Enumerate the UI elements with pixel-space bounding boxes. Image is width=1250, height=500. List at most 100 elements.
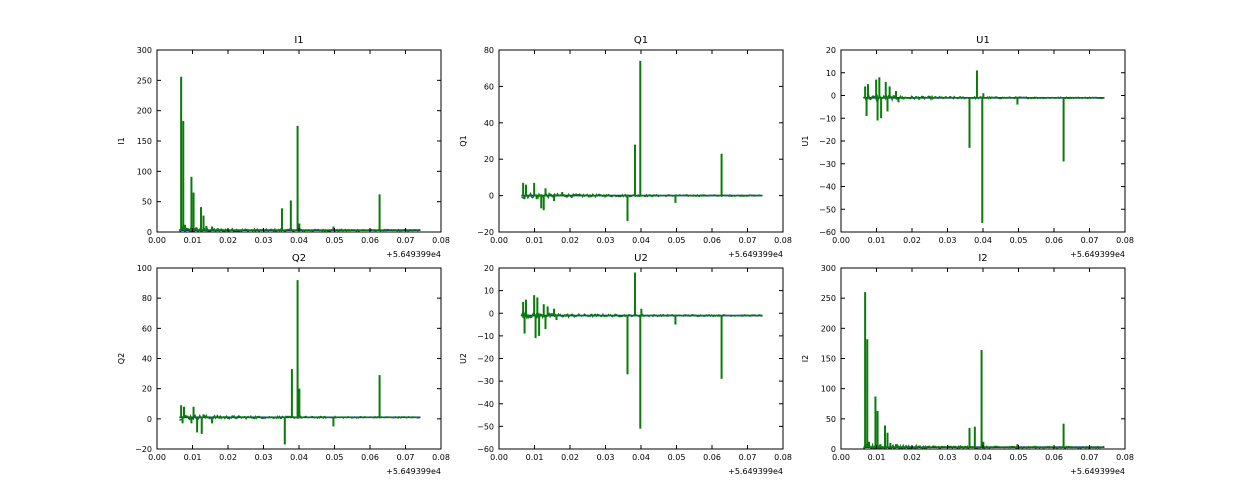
subplot-title: I1	[294, 35, 303, 46]
x-tick-label: 0.06	[361, 453, 379, 462]
y-tick-label: 0	[489, 192, 494, 201]
y-tick-label: 100	[821, 385, 836, 394]
y-tick-label: 200	[137, 107, 152, 116]
x-offset-label: +5.649399e4	[1070, 467, 1125, 476]
y-tick-label: 0	[147, 228, 152, 237]
y-tick-label: −30	[819, 160, 836, 169]
x-offset-label: +5.649399e4	[386, 250, 441, 259]
x-tick-label: 0.05	[1010, 236, 1028, 245]
x-tick-label: 0.06	[361, 236, 379, 245]
y-tick-label: −50	[819, 205, 836, 214]
x-tick-label: 0.04	[290, 236, 308, 245]
x-tick-label: 0.06	[703, 453, 721, 462]
y-tick-label: −20	[819, 137, 836, 146]
y-tick-label: 80	[142, 294, 152, 303]
x-tick-label: 0.08	[774, 453, 792, 462]
x-tick-label: 0.01	[868, 453, 886, 462]
x-tick-label: 0.00	[832, 236, 850, 245]
subplot-I1: 0.00 0.01 0.02 0.03 0.04 0.05 0.06 0.07 0.08 0 50 1…	[117, 35, 450, 259]
x-tick-label: 0.01	[526, 236, 544, 245]
x-tick-label: 0.08	[1116, 236, 1134, 245]
x-tick-label: 0.04	[632, 453, 650, 462]
x-tick-label: 0.05	[326, 453, 344, 462]
x-tick-label: 0.07	[1081, 236, 1099, 245]
x-tick-label: 0.01	[184, 453, 202, 462]
x-tick-label: 0.01	[526, 453, 544, 462]
x-tick-label: 0.03	[939, 236, 957, 245]
x-tick-label: 0.02	[903, 236, 921, 245]
y-tick-label: 10	[484, 287, 494, 296]
subplot-title: U2	[634, 253, 648, 264]
x-tick-label: 0.03	[597, 453, 615, 462]
subplot-Q1: 0.00 0.01 0.02 0.03 0.04 0.05 0.06 0.07 0.08 −20 0…	[459, 35, 792, 259]
axes-frame	[840, 267, 1126, 450]
x-tick-label: 0.05	[668, 236, 686, 245]
series-U1	[862, 70, 1105, 223]
x-tick-label: 0.02	[561, 236, 579, 245]
x-tick-label: 0.05	[668, 453, 686, 462]
y-tick-label: 100	[137, 167, 152, 176]
y-tick-label: 80	[484, 46, 494, 55]
x-tick-label: 0.00	[832, 453, 850, 462]
y-axis-label: U1	[801, 136, 810, 147]
y-tick-label: −40	[477, 400, 494, 409]
y-tick-label: 0	[831, 445, 836, 454]
y-tick-label: 150	[137, 137, 152, 146]
y-tick-label: 0	[147, 415, 152, 424]
y-tick-label: −30	[477, 377, 494, 386]
y-tick-label: 40	[484, 119, 494, 128]
subplot-title: Q2	[292, 253, 306, 264]
x-tick-label: 0.08	[1116, 453, 1134, 462]
subplot-title: I2	[978, 253, 987, 264]
x-offset-label: +5.649399e4	[1070, 250, 1125, 259]
y-tick-label: −20	[135, 445, 152, 454]
y-tick-label: 10	[826, 69, 836, 78]
y-tick-label: 300	[821, 264, 836, 273]
y-tick-label: −60	[477, 445, 494, 454]
series-Q1	[521, 60, 763, 222]
y-tick-label: 100	[137, 264, 152, 273]
y-axis-label: Q1	[459, 135, 468, 146]
y-tick-label: −40	[819, 183, 836, 192]
x-tick-label: 0.04	[632, 236, 650, 245]
series-U2	[520, 272, 763, 429]
y-tick-label: −50	[477, 422, 494, 431]
x-tick-label: 0.00	[490, 236, 508, 245]
x-tick-label: 0.00	[490, 453, 508, 462]
axes-frame	[156, 49, 442, 233]
x-tick-label: 0.07	[397, 236, 415, 245]
subplot-title: Q1	[634, 35, 648, 46]
x-tick-label: 0.04	[974, 236, 992, 245]
axes-frame	[156, 267, 442, 450]
x-tick-label: 0.03	[255, 453, 273, 462]
x-tick-label: 0.03	[939, 453, 957, 462]
x-tick-label: 0.06	[703, 236, 721, 245]
x-tick-label: 0.01	[868, 236, 886, 245]
x-tick-label: 0.02	[219, 236, 237, 245]
subplot-title: U1	[976, 35, 990, 46]
x-tick-label: 0.07	[397, 453, 415, 462]
subplot-Q2: 0.00 0.01 0.02 0.03 0.04 0.05 0.06 0.07 0.08 −20 0…	[117, 253, 450, 476]
x-tick-label: 0.00	[148, 236, 166, 245]
x-tick-label: 0.05	[1010, 453, 1028, 462]
y-tick-label: 60	[142, 324, 152, 333]
trace-Q2	[179, 413, 421, 421]
x-tick-label: 0.00	[148, 453, 166, 462]
series-I2	[863, 292, 1105, 449]
x-tick-label: 0.08	[774, 236, 792, 245]
x-tick-label: 0.03	[597, 236, 615, 245]
x-tick-label: 0.06	[1045, 453, 1063, 462]
x-tick-label: 0.08	[432, 236, 450, 245]
y-axis-label: Q2	[117, 353, 126, 364]
x-tick-label: 0.07	[1081, 453, 1099, 462]
x-tick-label: 0.07	[739, 453, 757, 462]
x-tick-label: 0.01	[184, 236, 202, 245]
y-tick-label: 50	[826, 415, 836, 424]
series-I1	[178, 76, 421, 232]
y-tick-label: 40	[142, 355, 152, 364]
x-tick-label: 0.02	[219, 453, 237, 462]
y-tick-label: −10	[819, 114, 836, 123]
subplot-U2: 0.00 0.01 0.02 0.03 0.04 0.05 0.06 0.07 0.08 −60 −…	[459, 253, 792, 476]
x-tick-label: 0.06	[1045, 236, 1063, 245]
